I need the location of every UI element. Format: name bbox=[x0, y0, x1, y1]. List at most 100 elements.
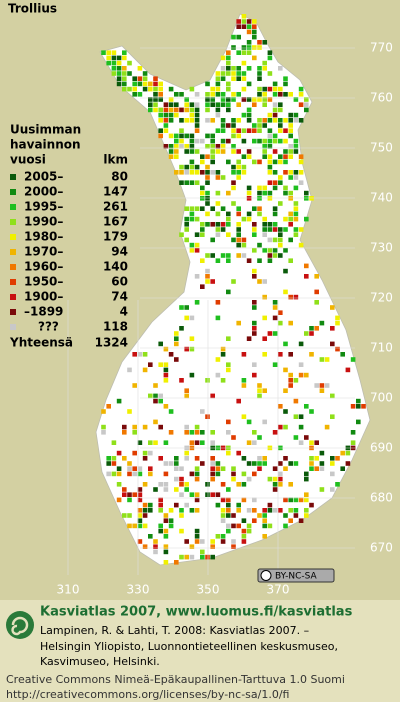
occurrence-square bbox=[184, 118, 189, 123]
occurrence-square bbox=[184, 227, 189, 232]
occurrence-square bbox=[252, 128, 257, 133]
occurrence-square bbox=[194, 430, 200, 435]
occurrence-square bbox=[241, 534, 247, 539]
occurrence-square bbox=[158, 86, 163, 92]
occurrence-square bbox=[335, 482, 340, 487]
occurrence-square bbox=[194, 274, 200, 279]
occurrence-square bbox=[174, 487, 179, 492]
occurrence-square bbox=[226, 66, 231, 71]
occurrence-square bbox=[215, 102, 221, 107]
occurrence-square bbox=[137, 92, 143, 97]
occurrence-square bbox=[189, 144, 195, 149]
occurrence-square bbox=[148, 508, 153, 513]
occurrence-square bbox=[345, 461, 351, 466]
occurrence-square bbox=[241, 86, 247, 92]
occurrence-square bbox=[241, 154, 247, 159]
occurrence-square bbox=[215, 86, 221, 92]
occurrence-square bbox=[205, 144, 210, 149]
occurrence-square bbox=[288, 222, 293, 227]
occurrence-square bbox=[246, 107, 252, 113]
occurrence-square bbox=[267, 248, 273, 253]
occurrence-square bbox=[137, 466, 143, 471]
occurrence-square bbox=[231, 435, 236, 440]
occurrence-square bbox=[184, 539, 189, 544]
occurrence-square bbox=[231, 118, 236, 123]
footer-headline[interactable]: Kasviatlas 2007, www.luomus.fi/kasviatla… bbox=[40, 605, 353, 620]
occurrence-square bbox=[220, 466, 226, 471]
occurrence-square bbox=[283, 154, 288, 159]
occurrence-square bbox=[309, 331, 314, 336]
occurrence-square bbox=[298, 102, 304, 107]
occurrence-square bbox=[205, 268, 210, 274]
occurrence-square bbox=[122, 492, 127, 497]
license-line[interactable]: http://creativecommons.org/licenses/by-n… bbox=[6, 688, 289, 701]
occurrence-square bbox=[226, 216, 231, 222]
occurrence-square bbox=[257, 242, 262, 248]
occurrence-square bbox=[142, 482, 148, 487]
occurrence-square bbox=[257, 461, 262, 466]
occurrence-square bbox=[288, 461, 293, 466]
occurrence-square bbox=[231, 237, 236, 243]
occurrence-square bbox=[215, 211, 221, 217]
occurrence-square bbox=[257, 456, 262, 461]
occurrence-square bbox=[158, 92, 163, 97]
occurrence-square bbox=[200, 409, 205, 414]
occurrence-square bbox=[158, 398, 163, 404]
occurrence-square bbox=[283, 513, 288, 518]
occurrence-square bbox=[226, 123, 231, 128]
occurrence-square bbox=[158, 97, 163, 102]
occurrence-square bbox=[272, 508, 278, 513]
occurrence-square bbox=[345, 367, 351, 373]
occurrence-square bbox=[272, 170, 278, 175]
legend-swatch bbox=[10, 264, 16, 270]
occurrence-square bbox=[288, 320, 293, 326]
occurrence-square bbox=[298, 424, 304, 430]
occurrence-square bbox=[153, 383, 158, 388]
occurrence-square bbox=[163, 440, 169, 445]
occurrence-square bbox=[309, 326, 314, 331]
occurrence-square bbox=[330, 305, 335, 310]
occurrence-square bbox=[137, 508, 143, 513]
occurrence-square bbox=[163, 112, 169, 118]
occurrence-square bbox=[179, 326, 184, 331]
occurrence-square bbox=[314, 326, 319, 331]
occurrence-square bbox=[158, 112, 163, 118]
occurrence-square bbox=[148, 471, 153, 477]
occurrence-square bbox=[174, 133, 179, 139]
occurrence-square bbox=[168, 461, 174, 466]
occurrence-square bbox=[246, 45, 252, 50]
occurrence-square bbox=[163, 128, 169, 133]
occurrence-square bbox=[194, 471, 200, 477]
occurrence-square bbox=[231, 66, 236, 71]
occurrence-square bbox=[278, 310, 283, 315]
occurrence-square bbox=[179, 118, 184, 123]
occurrence-square bbox=[262, 336, 267, 341]
occurrence-square bbox=[179, 133, 184, 139]
occurrence-square bbox=[226, 336, 231, 341]
license-badge[interactable] bbox=[257, 568, 335, 583]
occurrence-square bbox=[298, 497, 304, 503]
occurrence-square bbox=[293, 201, 299, 206]
occurrence-square bbox=[184, 315, 189, 321]
occurrence-square bbox=[293, 175, 299, 180]
occurrence-square bbox=[252, 97, 257, 102]
occurrence-square bbox=[272, 118, 278, 123]
legend-swatch bbox=[10, 189, 16, 195]
occurrence-square bbox=[278, 424, 283, 430]
occurrence-square bbox=[174, 357, 179, 362]
occurrence-square bbox=[283, 367, 288, 373]
occurrence-square bbox=[252, 29, 257, 35]
occurrence-square bbox=[314, 456, 319, 461]
occurrence-square bbox=[137, 487, 143, 492]
occurrence-square bbox=[272, 206, 278, 211]
occurrence-square bbox=[309, 466, 314, 471]
occurrence-square bbox=[262, 190, 267, 196]
occurrence-square bbox=[122, 487, 127, 492]
occurrence-square bbox=[236, 227, 241, 232]
occurrence-square bbox=[220, 508, 226, 513]
occurrence-square bbox=[293, 513, 299, 518]
occurrence-square bbox=[122, 50, 127, 55]
occurrence-square bbox=[309, 502, 314, 508]
occurrence-square bbox=[184, 107, 189, 113]
occurrence-square bbox=[236, 76, 241, 81]
